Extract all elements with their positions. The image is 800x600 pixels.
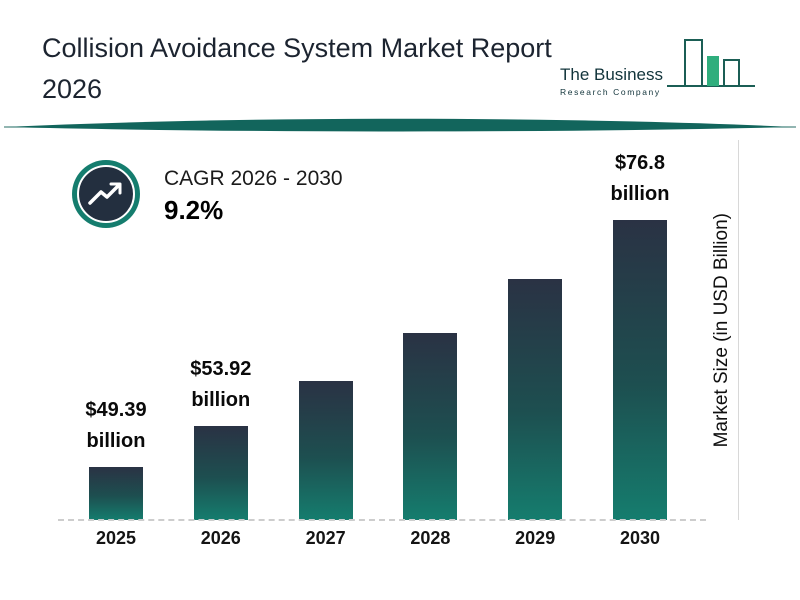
bar-column-2027 (276, 381, 376, 520)
x-axis-ticks: 2025 2026 2027 2028 2029 2030 (66, 528, 690, 549)
bar-value-label-2025: $49.39 billion (85, 399, 147, 452)
page-title-line2: 2026 (42, 73, 103, 104)
cagr-label: CAGR 2026 - 2030 (164, 167, 343, 190)
bar-column-2028 (380, 333, 480, 520)
bar-2027 (298, 381, 353, 520)
x-tick-2030: 2030 (619, 528, 660, 548)
cagr-value: 9.2% (164, 195, 224, 225)
cagr-text: CAGR 2026 - 2030 9.2% (164, 167, 343, 226)
bar-column-2029 (485, 279, 585, 520)
bar-2030 (612, 220, 667, 520)
page-title-line1: Collision Avoidance System Market Report (42, 33, 552, 63)
company-logo-text: The Business Research Company (560, 65, 663, 97)
page-title: Collision Avoidance System Market Report… (42, 28, 582, 109)
y-axis-line (738, 140, 739, 520)
trending-up-icon (70, 158, 142, 235)
y-axis-label-wrap: Market Size (in USD Billion) (700, 140, 744, 520)
x-tick-2029: 2029 (515, 528, 556, 548)
x-tick-2026: 2026 (200, 528, 241, 548)
cagr-badge: CAGR 2026 - 2030 9.2% (70, 158, 343, 235)
x-tick-2025: 2025 (95, 528, 137, 548)
bar-2029 (508, 279, 563, 520)
company-name: The Business (560, 65, 663, 84)
y-axis-label: Market Size (in USD Billion) (711, 206, 733, 454)
bar-2025 (89, 467, 143, 520)
x-tick-2027: 2027 (305, 528, 346, 548)
bar-value-label-2030: $76.8 billion (610, 152, 670, 205)
bar-column-2025: $49.39 billion (66, 395, 166, 520)
company-logo: The Business Research Company (560, 36, 755, 105)
x-tick-2028: 2028 (410, 528, 451, 548)
bar-chart-logo-icon (667, 36, 755, 105)
bar-2028 (403, 333, 458, 520)
bar-column-2026: $53.92 billion (171, 354, 271, 520)
bar-2026 (193, 426, 248, 520)
divider-lens (4, 118, 796, 132)
x-axis-baseline (58, 519, 706, 521)
bar-column-2030: $76.8 billion (590, 148, 690, 520)
company-subname: Research Company (560, 87, 661, 97)
bar-value-label-2026: $53.92 billion (190, 358, 252, 411)
bar-chart: $49.39 billion $53.92 billion $76.8 billion (66, 150, 690, 520)
